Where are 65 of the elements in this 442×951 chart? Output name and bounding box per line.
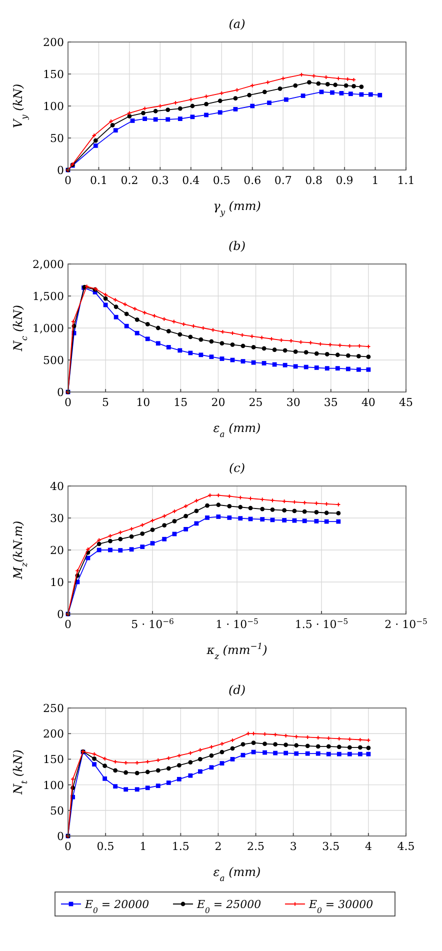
chart-title: (b) bbox=[228, 239, 246, 253]
legend-label: E$_{0}$ = 25000 bbox=[196, 898, 262, 914]
x-tick-label: 0.7 bbox=[274, 174, 292, 187]
x-tick-label: 2.5 bbox=[247, 840, 265, 853]
x-tick-label: 1 · 10$^{−5}$ bbox=[216, 616, 259, 631]
x-tick-label: 3 bbox=[290, 840, 297, 853]
x-tick-label: 1.1 bbox=[397, 174, 415, 187]
y-tick-label: 20 bbox=[50, 544, 64, 557]
x-tick-label: 3.5 bbox=[322, 840, 340, 853]
y-tick-label: 0 bbox=[57, 164, 64, 177]
x-tick-label: 10 bbox=[136, 396, 150, 409]
x-tick-label: 0.1 bbox=[90, 174, 108, 187]
x-tick-label: 4 bbox=[364, 840, 372, 853]
chart-title: (d) bbox=[228, 683, 246, 697]
y-tick-label: 100 bbox=[43, 778, 64, 792]
y-tick-label: 0 bbox=[57, 386, 64, 399]
y-tick-label: 10 bbox=[50, 576, 64, 589]
x-tick-label: 40 bbox=[361, 396, 376, 409]
legend-label: E$_{0}$ = 20000 bbox=[84, 898, 150, 914]
y-tick-label: 40 bbox=[50, 480, 64, 493]
x-tick-label: 2 bbox=[214, 840, 222, 853]
y-tick-label: 1,000 bbox=[32, 322, 64, 335]
x-tick-label: 0.3 bbox=[151, 174, 169, 187]
y-tick-label: 0 bbox=[57, 830, 64, 843]
legend-label: E$_{0}$ = 30000 bbox=[308, 898, 374, 914]
x-tick-label: 5 bbox=[102, 396, 110, 409]
x-tick-label: 1.5 · 10$^{−5}$ bbox=[294, 616, 348, 631]
x-tick-label: 0.9 bbox=[336, 174, 354, 187]
x-tick-label: 0.5 bbox=[212, 174, 230, 187]
y-tick-label: 50 bbox=[50, 132, 64, 145]
x-tick-label: 35 bbox=[324, 396, 338, 409]
y-tick-label: 50 bbox=[50, 804, 64, 818]
y-tick-label: 1,500 bbox=[32, 290, 64, 303]
y-tick-label: 100 bbox=[43, 100, 64, 113]
y-tick-label: 2,000 bbox=[32, 258, 64, 271]
x-tick-label: 0.6 bbox=[244, 174, 262, 187]
x-tick-label: 1 bbox=[372, 174, 379, 187]
x-tick-label: 0.8 bbox=[305, 174, 323, 187]
y-tick-label: 200 bbox=[43, 728, 64, 741]
x-tick-label: 4.5 bbox=[397, 840, 415, 853]
x-tick-label: 15 bbox=[174, 396, 188, 409]
x-tick-label: 1 bbox=[140, 840, 147, 853]
y-tick-label: 200 bbox=[43, 36, 64, 49]
x-tick-label: 0.4 bbox=[182, 174, 200, 187]
x-tick-label: 2 · 10$^{−5}$ bbox=[384, 616, 428, 631]
chart-title: (a) bbox=[228, 17, 246, 31]
x-axis-title: ε$_{a}$ (mm) bbox=[213, 421, 262, 439]
y-tick-label: 250 bbox=[43, 702, 64, 715]
x-axis-title: κ$_{z}$ (mm$^{−1}$) bbox=[206, 641, 268, 661]
x-tick-label: 0.2 bbox=[120, 174, 138, 187]
x-tick-label: 30 bbox=[286, 396, 300, 409]
y-tick-label: 0 bbox=[57, 608, 64, 621]
chart-title: (c) bbox=[228, 461, 246, 475]
x-tick-label: 5 · 10$^{−6}$ bbox=[131, 616, 174, 631]
x-tick-label: 45 bbox=[399, 396, 413, 409]
x-tick-label: 0.5 bbox=[96, 840, 114, 853]
x-tick-label: 1.5 bbox=[172, 840, 190, 853]
y-tick-label: 150 bbox=[43, 753, 64, 766]
x-axis-title: ε$_{a}$ (mm) bbox=[213, 865, 262, 883]
y-tick-label: 500 bbox=[43, 354, 64, 367]
y-tick-label: 30 bbox=[50, 512, 64, 525]
x-tick-label: 20 bbox=[211, 396, 226, 409]
y-tick-label: 150 bbox=[43, 68, 64, 81]
x-tick-label: 25 bbox=[248, 396, 263, 409]
x-axis-title: γ$_{y}$ (mm) bbox=[213, 199, 262, 217]
